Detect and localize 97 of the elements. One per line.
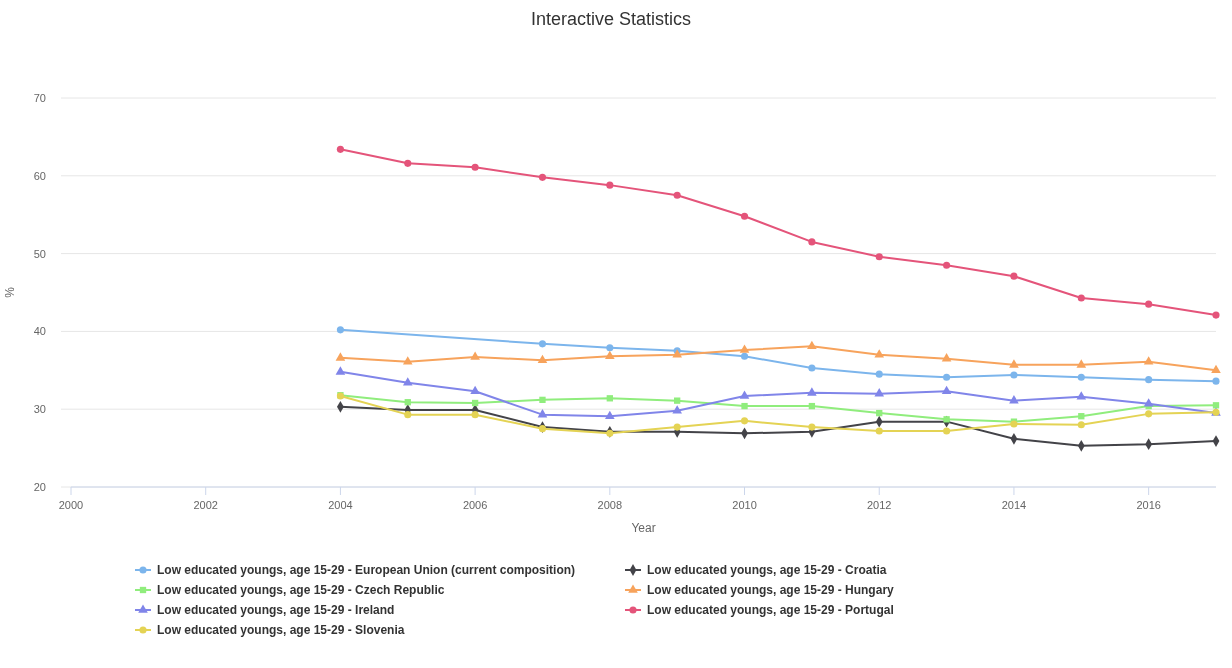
point	[1078, 413, 1085, 420]
point	[538, 340, 547, 348]
point	[1010, 272, 1018, 280]
point	[740, 352, 749, 360]
point	[739, 390, 750, 399]
point	[875, 427, 883, 435]
point	[1076, 391, 1087, 400]
point	[402, 377, 413, 386]
point	[537, 409, 548, 418]
point	[336, 326, 344, 334]
point	[673, 191, 681, 199]
point	[673, 423, 681, 431]
point	[876, 409, 883, 417]
x-tick-label: 2012	[866, 499, 892, 511]
legend-label: Low educated youngs, age 15-29 - European Union (current composition)	[157, 563, 576, 577]
point	[1212, 311, 1220, 319]
point	[1010, 371, 1018, 379]
legend-label: Low educated youngs, age 15-29 - Portugal	[647, 603, 894, 617]
legend-label: Low educated youngs, age 15-29 - Croatia	[647, 563, 887, 577]
point	[336, 145, 344, 153]
point	[1145, 410, 1153, 418]
x-tick-label: 2016	[1136, 499, 1161, 511]
legend-label: Low educated youngs, age 15-29 - Ireland	[157, 603, 395, 617]
point	[1145, 300, 1153, 308]
point	[470, 385, 480, 395]
point	[402, 356, 413, 365]
point	[943, 373, 951, 381]
point	[1212, 377, 1220, 385]
point	[941, 385, 952, 395]
point	[943, 416, 950, 423]
point	[1077, 421, 1085, 429]
point	[471, 163, 479, 171]
point	[1009, 359, 1019, 368]
point	[1145, 376, 1153, 384]
x-tick-label: 2014	[1001, 499, 1027, 511]
point	[404, 399, 411, 406]
point	[335, 366, 346, 375]
point	[335, 352, 346, 361]
point	[1143, 398, 1154, 407]
x-tick-label: 2010	[732, 499, 757, 511]
point	[808, 238, 816, 246]
point	[740, 212, 749, 220]
point	[606, 395, 613, 402]
y-axis-title: %	[3, 286, 17, 298]
point	[808, 402, 816, 410]
point	[741, 402, 748, 410]
legend-label: Low educated youngs, age 15-29 - Hungary	[647, 583, 895, 597]
point	[874, 349, 885, 358]
legend-label: Low educated youngs, age 15-29 - Czech Republic	[157, 583, 445, 597]
point	[807, 387, 817, 396]
y-tick-label: 50	[33, 247, 46, 260]
point	[1211, 364, 1221, 374]
point	[875, 253, 883, 261]
x-tick-label: 2002	[193, 499, 218, 511]
point	[606, 344, 614, 352]
point	[740, 417, 749, 425]
point	[943, 427, 951, 435]
point	[471, 399, 479, 407]
point	[538, 173, 547, 181]
point	[941, 353, 952, 362]
x-tick-label: 2004	[328, 499, 353, 511]
point	[538, 425, 547, 433]
point	[674, 397, 681, 404]
point	[808, 423, 816, 431]
point	[943, 261, 951, 269]
point	[1077, 294, 1085, 302]
point	[875, 370, 883, 378]
y-tick-label: 30	[33, 403, 46, 416]
point	[404, 411, 412, 419]
point	[739, 344, 750, 353]
point	[471, 411, 479, 419]
x-tick-label: 2008	[597, 499, 623, 511]
legend-label: Low educated youngs, age 15-29 - Slovenia	[157, 623, 405, 637]
x-tick-label: 2000	[58, 499, 84, 511]
point	[404, 159, 412, 167]
point	[874, 388, 885, 397]
point	[1143, 356, 1154, 365]
point	[606, 181, 614, 189]
y-tick-label: 70	[33, 92, 46, 104]
chart-title: Interactive Statistics	[530, 9, 692, 29]
point	[807, 340, 817, 349]
y-tick-label: 40	[33, 325, 46, 338]
point	[1077, 373, 1085, 381]
y-tick-label: 20	[33, 481, 46, 493]
point	[605, 350, 615, 360]
point	[808, 364, 816, 372]
point	[606, 429, 614, 437]
point	[672, 405, 682, 414]
x-axis-title: Year	[631, 521, 656, 535]
point	[605, 410, 615, 419]
x-tick-label: 2006	[462, 499, 488, 511]
point	[470, 351, 480, 360]
point	[1212, 402, 1220, 409]
point	[537, 354, 548, 363]
point	[539, 396, 546, 404]
point	[1076, 359, 1087, 368]
y-tick-label: 60	[33, 169, 46, 182]
